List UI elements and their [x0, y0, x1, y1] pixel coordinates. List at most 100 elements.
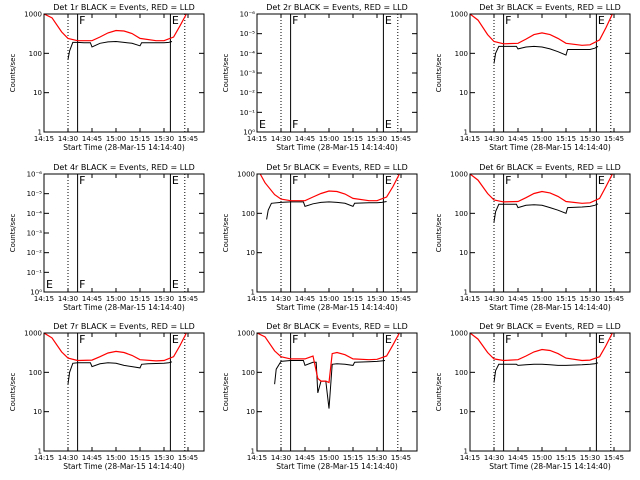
flare-marker-label-top: E: [598, 333, 605, 346]
panel-det-1: Det 1r BLACK = Events, RED = LLD Counts/s…: [9, 3, 205, 152]
flare-marker-label-top: F: [505, 174, 511, 187]
y-tick-label: 10⁻¹: [240, 109, 256, 117]
x-tick-label: 15:30: [154, 295, 174, 303]
panel-det-7: Det 7r BLACK = Events, RED = LLD Counts/s…: [9, 322, 205, 471]
flare-marker-label-top: F: [292, 14, 298, 27]
x-tick-label: 14:45: [295, 135, 315, 143]
flare-marker-label-bottom: E: [172, 278, 179, 291]
plot-frame: [43, 13, 205, 133]
x-tick-label: 15:00: [319, 135, 339, 143]
flare-marker-label-top: E: [385, 174, 392, 187]
panel-edge-label: E: [46, 278, 53, 291]
x-tick-label: 14:15: [34, 295, 54, 303]
x-tick-label: 15:30: [367, 454, 387, 462]
flare-marker-label-top: E: [172, 333, 179, 346]
lld-rate-line: [44, 14, 187, 42]
x-tick-label: 14:15: [460, 295, 480, 303]
y-tick-label: 10⁻⁶: [240, 11, 256, 19]
x-tick-label: 15:45: [178, 454, 198, 462]
y-tick-label: 10: [459, 89, 468, 97]
flare-marker-label-top: E: [172, 174, 179, 187]
x-tick-label: 14:30: [484, 135, 504, 143]
x-tick-label: 14:15: [247, 295, 267, 303]
y-tick-label: 10⁻⁴: [240, 50, 256, 58]
panel-title: Det 8r BLACK = Events, RED = LLD: [266, 322, 408, 331]
y-tick-label: 1000: [24, 11, 42, 19]
panel-det-9: Det 9r BLACK = Events, RED = LLD Counts/s…: [435, 322, 631, 471]
events-rate-line: [493, 45, 599, 64]
x-tick-label: 15:00: [106, 135, 126, 143]
flare-marker-label-top: E: [385, 333, 392, 346]
y-tick-label: 10: [459, 408, 468, 416]
x-tick-label: 14:45: [295, 295, 315, 303]
plot-frame: [256, 332, 418, 452]
lld-rate-line: [470, 174, 613, 204]
x-tick-label: 15:30: [154, 135, 174, 143]
y-tick-label: 10⁻²: [240, 89, 256, 97]
x-tick-label: 15:15: [556, 454, 576, 462]
y-tick-label: 10⁻⁶: [27, 171, 43, 179]
y-tick-label: 10⁻²: [27, 249, 43, 257]
x-tick-label: 14:15: [460, 135, 480, 143]
flare-marker-label-top: F: [79, 174, 85, 187]
plot-frame: [43, 173, 205, 293]
flare-marker-label-top: F: [505, 333, 511, 346]
x-tick-label: 14:30: [484, 454, 504, 462]
x-tick-label: 14:15: [247, 135, 267, 143]
flare-marker-label-bottom: F: [79, 278, 85, 291]
x-axis-label: Start Time (28-Mar-15 14:14:40): [63, 462, 185, 471]
flare-marker-label-top: E: [385, 14, 392, 27]
panel-det-5: Det 5r BLACK = Events, RED = LLD Counts/s…: [222, 163, 418, 312]
panel-title: Det 5r BLACK = Events, RED = LLD: [266, 163, 408, 172]
y-axis-label: Counts/sec: [9, 214, 17, 253]
events-rate-line: [67, 361, 173, 385]
y-tick-label: 100: [455, 369, 468, 377]
plot-frame: [469, 173, 631, 293]
x-tick-label: 14:15: [247, 454, 267, 462]
plot-frame: [256, 173, 418, 293]
y-axis-label: Counts/sec: [9, 373, 17, 412]
x-tick-label: 14:15: [34, 454, 54, 462]
y-tick-label: 10⁻³: [240, 70, 256, 78]
plot-frame: [469, 332, 631, 452]
x-tick-label: 15:00: [532, 454, 552, 462]
x-tick-label: 15:45: [391, 135, 411, 143]
x-tick-label: 15:15: [556, 295, 576, 303]
x-axis-label: Start Time (28-Mar-15 14:14:40): [276, 462, 398, 471]
panel-det-3: Det 3r BLACK = Events, RED = LLD Counts/s…: [435, 3, 631, 152]
panel-title: Det 6r BLACK = Events, RED = LLD: [479, 163, 621, 172]
x-tick-label: 14:30: [58, 135, 78, 143]
y-tick-label: 10⁰: [30, 289, 42, 297]
events-rate-line: [274, 360, 386, 409]
events-rate-line: [266, 201, 387, 220]
y-tick-label: 100: [242, 210, 255, 218]
x-axis-label: Start Time (28-Mar-15 14:14:40): [489, 143, 611, 152]
x-tick-label: 14:30: [484, 295, 504, 303]
x-tick-label: 14:15: [460, 454, 480, 462]
panel-title: Det 2r BLACK = Events, RED = LLD: [266, 3, 408, 12]
panel-title: Det 1r BLACK = Events, RED = LLD: [53, 3, 195, 12]
x-tick-label: 15:15: [130, 295, 150, 303]
y-tick-label: 1: [464, 448, 468, 456]
x-tick-label: 15:15: [556, 135, 576, 143]
y-axis-label: Counts/sec: [222, 54, 230, 93]
x-tick-label: 15:45: [391, 454, 411, 462]
y-tick-label: 1: [38, 129, 42, 137]
panel-edge-label: E: [259, 118, 266, 131]
x-tick-label: 15:15: [130, 135, 150, 143]
panel-det-8: Det 8r BLACK = Events, RED = LLD Counts/s…: [222, 322, 418, 471]
y-tick-label: 10⁻⁴: [27, 210, 43, 218]
x-tick-label: 15:45: [178, 135, 198, 143]
y-tick-label: 1: [464, 129, 468, 137]
y-tick-label: 10: [33, 89, 42, 97]
y-axis-label: Counts/sec: [222, 214, 230, 253]
x-tick-label: 14:30: [58, 295, 78, 303]
x-tick-label: 15:45: [604, 454, 624, 462]
y-tick-label: 1000: [450, 171, 468, 179]
y-tick-label: 100: [455, 50, 468, 58]
x-tick-label: 15:30: [367, 135, 387, 143]
x-tick-label: 14:15: [34, 135, 54, 143]
x-tick-label: 15:45: [391, 295, 411, 303]
y-axis-label: Counts/sec: [9, 54, 17, 93]
x-axis-label: Start Time (28-Mar-15 14:14:40): [489, 303, 611, 312]
